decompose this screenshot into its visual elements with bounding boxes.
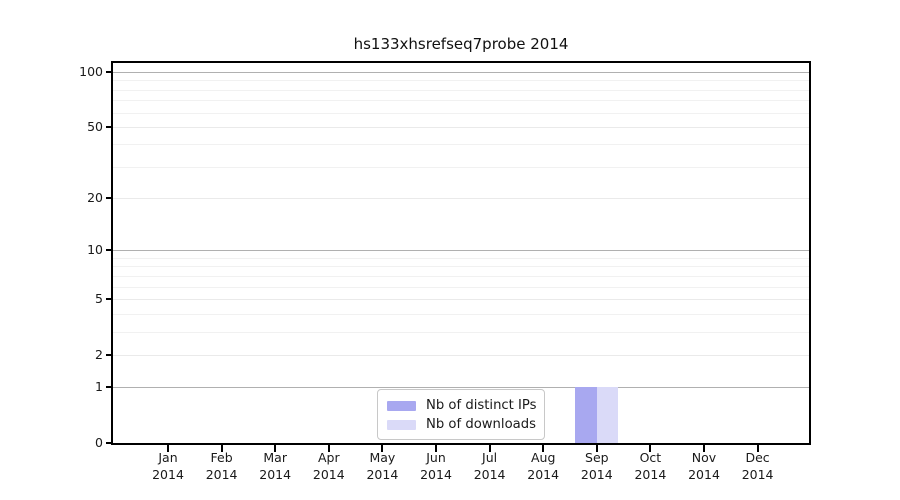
- y-tick-label: 5: [95, 290, 103, 306]
- x-tick-year: 2014: [527, 466, 560, 482]
- legend-item-distinct-ips: Nb of distinct IPs: [387, 396, 537, 415]
- y-tick-label: 20: [87, 190, 103, 206]
- minor-gridline: [113, 144, 809, 146]
- major-gridline: [113, 387, 809, 389]
- minor-gridline: [113, 166, 809, 168]
- plot-area: [113, 63, 809, 443]
- x-tick-month: Mar: [263, 450, 287, 465]
- x-tick-mark: [274, 445, 277, 452]
- x-tick-year: 2014: [473, 466, 506, 482]
- x-tick-year: 2014: [634, 466, 667, 482]
- x-tick-label: Oct 2014: [618, 450, 682, 483]
- legend: Nb of distinct IPs Nb of downloads: [377, 389, 545, 440]
- x-tick-mark: [435, 445, 437, 452]
- legend-label-downloads: Nb of downloads: [426, 417, 536, 432]
- minor-gridline: [113, 100, 809, 102]
- x-tick-month: Feb: [210, 450, 233, 465]
- legend-swatch-distinct-ips: [387, 400, 416, 411]
- chart-title: hs133xhsrefseq7probe 2014: [353, 35, 569, 53]
- minor-gridline: [113, 89, 809, 91]
- x-tick-label: Jun 2014: [404, 450, 468, 483]
- x-tick-label: Jul 2014: [458, 450, 522, 483]
- minor-gridline: [113, 331, 809, 333]
- legend-item-downloads: Nb of downloads: [387, 415, 536, 434]
- gridline: [113, 198, 809, 200]
- gridline: [113, 126, 809, 128]
- x-tick-month: Apr: [317, 450, 340, 465]
- y-tick-label: 10: [87, 242, 103, 258]
- minor-gridline: [113, 266, 809, 268]
- x-tick-year: 2014: [420, 466, 452, 482]
- x-tick-mark: [595, 445, 598, 452]
- x-tick-label: Apr 2014: [297, 450, 361, 483]
- major-gridline: [113, 250, 809, 252]
- x-tick-year: 2014: [205, 466, 238, 482]
- y-tick-mark: [106, 386, 113, 389]
- x-tick-month: Nov: [691, 450, 717, 465]
- x-tick-month: Sep: [585, 450, 609, 465]
- x-tick-month: Oct: [639, 450, 662, 465]
- x-tick-mark: [542, 445, 545, 452]
- x-tick-mark: [649, 445, 652, 452]
- y-tick-label: 100: [79, 64, 103, 80]
- legend-swatch-downloads: [387, 419, 416, 430]
- x-tick-label: May 2014: [350, 450, 414, 483]
- gridline: [113, 298, 809, 300]
- x-tick-label: Dec 2014: [726, 450, 790, 483]
- y-tick-mark: [106, 353, 113, 356]
- x-tick-month: May: [369, 450, 396, 465]
- bar-nb-of-distinct-ips-sep: [575, 387, 597, 443]
- y-tick-mark: [106, 249, 113, 252]
- minor-gridline: [113, 275, 809, 277]
- gridline: [113, 354, 809, 356]
- x-tick-month: Dec: [745, 450, 770, 465]
- y-tick-mark: [106, 297, 113, 300]
- x-tick-year: 2014: [366, 466, 399, 482]
- x-tick-mark: [756, 445, 759, 452]
- y-tick-mark: [106, 125, 113, 128]
- y-tick-mark: [106, 442, 113, 444]
- x-tick-year: 2014: [152, 466, 184, 482]
- x-tick-month: Jan: [158, 450, 178, 465]
- x-tick-label: Feb 2014: [190, 450, 254, 483]
- x-tick-label: Aug 2014: [511, 450, 575, 483]
- x-tick-month: Jul: [482, 450, 498, 465]
- x-tick-year: 2014: [259, 466, 292, 482]
- minor-gridline: [113, 257, 809, 259]
- x-tick-year: 2014: [741, 466, 774, 482]
- x-tick-mark: [327, 445, 330, 452]
- legend-label-distinct-ips: Nb of distinct IPs: [426, 398, 537, 413]
- y-tick-label: 2: [95, 346, 103, 362]
- minor-gridline: [113, 286, 809, 288]
- minor-gridline: [113, 313, 809, 315]
- minor-gridline: [113, 112, 809, 114]
- x-tick-year: 2014: [580, 466, 613, 482]
- x-tick-label: Jan 2014: [136, 450, 200, 483]
- x-tick-month: Jun: [426, 450, 446, 465]
- bar-nb-of-downloads-sep: [596, 387, 619, 443]
- x-tick-month: Aug: [530, 450, 556, 465]
- y-tick-label: 1: [95, 379, 103, 395]
- minor-gridline: [113, 80, 809, 82]
- y-tick-label: 50: [87, 118, 103, 134]
- x-tick-year: 2014: [688, 466, 720, 482]
- x-tick-mark: [167, 445, 169, 452]
- x-tick-mark: [381, 445, 384, 452]
- x-tick-mark: [220, 445, 223, 452]
- x-tick-label: Nov 2014: [672, 450, 736, 483]
- x-tick-label: Sep 2014: [565, 450, 629, 483]
- x-tick-mark: [488, 445, 491, 452]
- y-tick-mark: [106, 71, 113, 74]
- x-tick-mark: [703, 445, 705, 452]
- x-tick-label: Mar 2014: [243, 450, 307, 483]
- y-tick-label: 0: [95, 435, 103, 450]
- major-gridline: [113, 72, 809, 74]
- x-tick-year: 2014: [312, 466, 345, 482]
- y-tick-mark: [106, 197, 113, 200]
